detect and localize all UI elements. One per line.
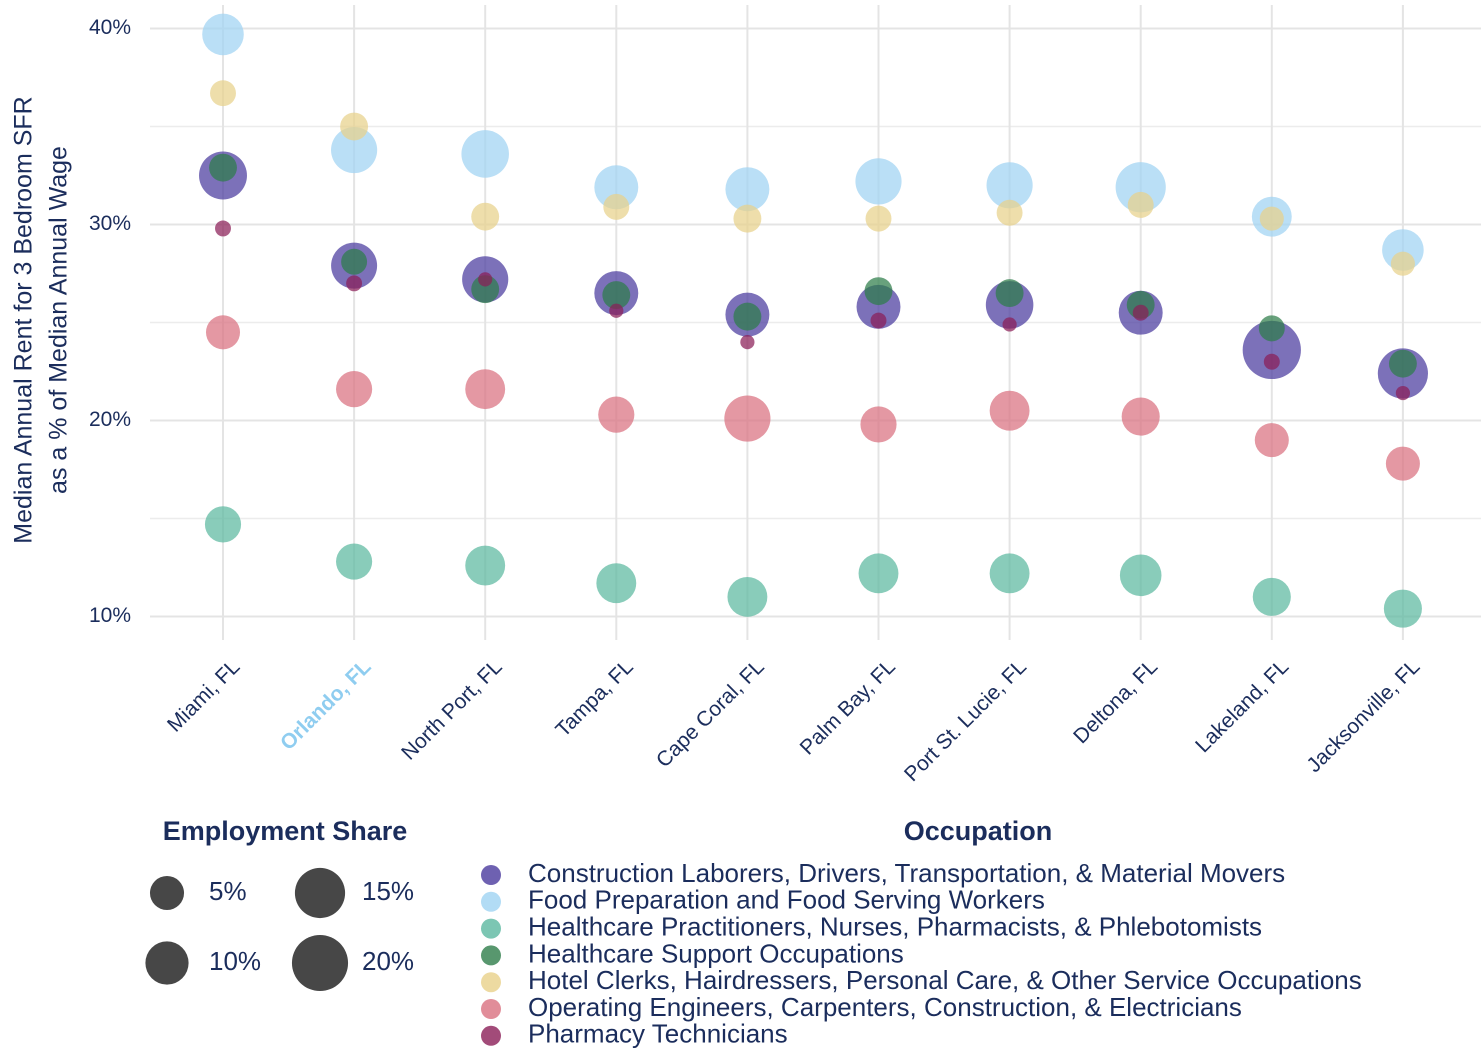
bubble <box>205 315 241 350</box>
x-tick-label: Lakeland, FL <box>1191 655 1293 757</box>
bubble <box>336 543 373 580</box>
legend-key <box>481 865 501 885</box>
x-tick-label: Jacksonville, FL <box>1302 655 1424 777</box>
legend-key <box>481 945 501 966</box>
x-tick-label: Deltona, FL <box>1069 655 1162 748</box>
y-axis-title: as a % of Median Annual Wage <box>45 146 73 494</box>
bubble <box>609 303 624 318</box>
bubble <box>215 220 231 237</box>
bubble <box>336 371 373 408</box>
legend-label: Operating Engineers, Carpenters, Constru… <box>528 992 1242 1022</box>
bubble <box>1388 349 1417 378</box>
bubble <box>1390 251 1415 276</box>
legend-label: Construction Laborers, Drivers, Transpor… <box>528 858 1285 888</box>
bubble <box>865 205 892 232</box>
bubble <box>596 563 637 604</box>
bubble <box>1115 162 1166 213</box>
bubble <box>733 302 762 331</box>
bubble <box>989 553 1030 594</box>
legend-key <box>481 891 501 912</box>
bubble <box>594 165 639 210</box>
bubble <box>870 312 887 329</box>
x-tick-label: Tampa, FL <box>551 655 637 741</box>
bubble <box>1252 577 1291 616</box>
bubble <box>995 279 1024 308</box>
bubble <box>1119 554 1162 597</box>
bubble <box>471 202 500 231</box>
legend-key <box>481 1025 501 1046</box>
bubble <box>209 153 237 182</box>
bubble <box>986 162 1033 209</box>
bubble <box>1383 589 1422 628</box>
bubble <box>1254 423 1289 458</box>
size-legend-key <box>149 875 185 911</box>
y-axis-title: Median Annual Rent for 3 Bedroom SFR <box>10 96 38 543</box>
bubble <box>465 545 506 586</box>
bubble <box>858 553 899 594</box>
bubble <box>1263 353 1280 370</box>
bubble <box>1002 317 1017 332</box>
x-tick-label: North Port, FL <box>397 655 507 765</box>
bubble <box>204 506 242 543</box>
bubble <box>598 396 635 433</box>
x-tick-label: Port St. Lucie, FL <box>900 655 1031 786</box>
legend-title: Occupation <box>904 816 1053 846</box>
bubble <box>727 576 768 617</box>
bubble <box>725 167 770 212</box>
x-tick-label: Orlando, FL <box>276 655 376 755</box>
bubble <box>1258 315 1285 342</box>
y-tick-label: 40% <box>89 16 131 39</box>
bubble <box>346 275 363 292</box>
bubble <box>341 248 368 275</box>
bubble <box>603 193 630 220</box>
size-legend-label: 15% <box>362 876 414 906</box>
size-legend-key <box>294 867 346 919</box>
bubble <box>1395 385 1411 401</box>
bubble <box>461 130 509 178</box>
bubble <box>202 13 244 56</box>
size-legend-title: Employment Share <box>163 816 408 846</box>
legend-label: Pharmacy Technicians <box>528 1019 788 1049</box>
bubble <box>210 80 236 107</box>
legend-label: Food Preparation and Food Serving Worker… <box>528 885 1045 915</box>
size-legend-key <box>291 934 349 992</box>
bubble <box>740 334 755 350</box>
bubble <box>478 272 493 287</box>
bubble <box>471 275 500 304</box>
bubble <box>340 112 369 141</box>
bubble <box>1121 397 1160 436</box>
bubble <box>996 199 1023 226</box>
y-tick-label: 20% <box>89 408 131 431</box>
legend-key <box>481 999 501 1019</box>
bubble <box>465 369 506 410</box>
size-legend-label: 20% <box>362 946 414 976</box>
legend-label: Healthcare Practitioners, Nurses, Pharma… <box>528 911 1262 941</box>
legend-label: Hotel Clerks, Hairdressers, Personal Car… <box>528 965 1362 995</box>
bubble <box>1242 320 1301 380</box>
bubble <box>1259 206 1284 231</box>
legend-key <box>481 918 501 939</box>
y-tick-label: 30% <box>89 212 131 235</box>
bubble <box>989 390 1030 431</box>
bubble <box>724 395 771 442</box>
x-tick-label: Palm Bay, FL <box>796 655 900 759</box>
bubble <box>855 158 902 205</box>
legend-label: Healthcare Support Occupations <box>528 938 904 968</box>
x-tick-label: Cape Coral, FL <box>652 655 769 772</box>
bubble <box>602 281 631 310</box>
bubble <box>733 204 762 233</box>
bubble <box>864 277 893 306</box>
size-legend-label: 5% <box>209 876 247 906</box>
size-legend-key <box>145 941 189 985</box>
bubble <box>1132 304 1149 321</box>
x-tick-label: Miami, FL <box>163 655 244 736</box>
bubble <box>1127 191 1154 218</box>
size-legend-label: 10% <box>209 946 261 976</box>
y-tick-label: 10% <box>89 604 131 627</box>
bubble <box>331 126 378 174</box>
bubble <box>1385 446 1420 481</box>
legend-key <box>481 972 501 993</box>
bubble <box>860 406 897 443</box>
